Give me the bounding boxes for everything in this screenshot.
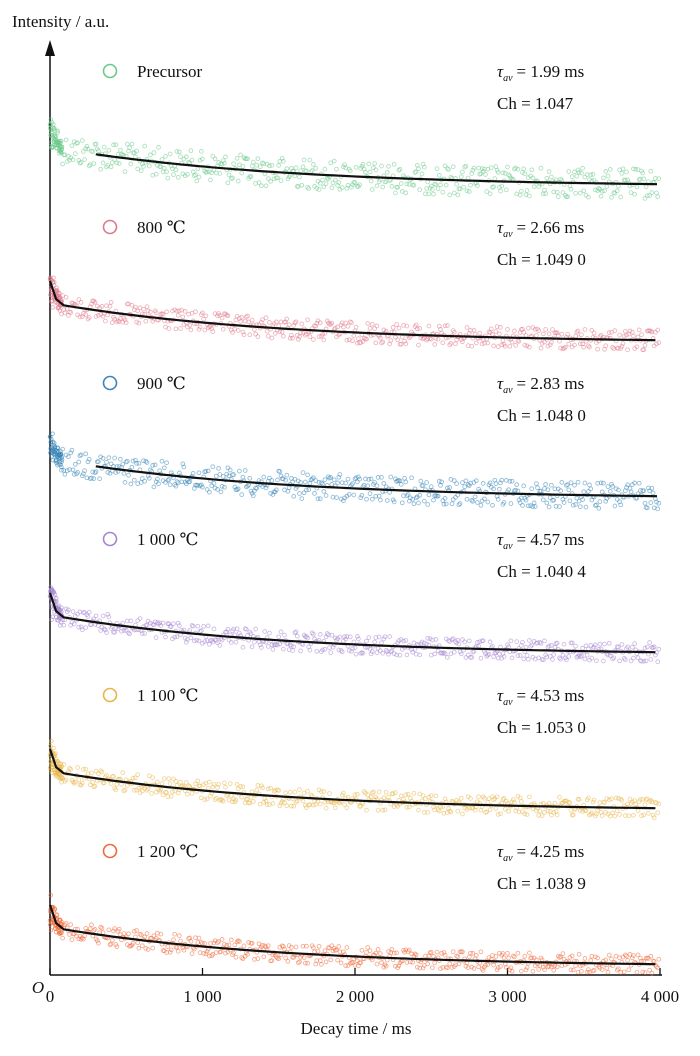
- legend-marker: [102, 531, 118, 547]
- legend-marker: [102, 687, 118, 703]
- ch-value: Ch = 1.053 0: [497, 718, 586, 737]
- series-name: 900 ℃: [137, 374, 186, 393]
- tau-value: τav = 1.99 ms: [497, 62, 584, 84]
- tau-value: τav = 4.53 ms: [497, 686, 584, 708]
- data-points: [47, 892, 662, 976]
- x-axis-label: Decay time / ms: [301, 1019, 412, 1038]
- fit-line: [48, 748, 656, 810]
- panel: 900 ℃ τav = 2.83 ms Ch = 1.048 0: [47, 374, 662, 512]
- series-name: 1 200 ℃: [137, 842, 199, 861]
- legend-marker: [102, 219, 118, 235]
- x-tick-label: 4 000: [641, 987, 679, 1006]
- tau-value: τav = 4.57 ms: [497, 530, 584, 552]
- legend-marker: [102, 843, 118, 859]
- y-axis-arrow: [45, 40, 55, 56]
- fit-line: [95, 465, 658, 498]
- ch-value: Ch = 1.040 4: [497, 562, 586, 581]
- y-axis-label: Intensity / a.u.: [12, 12, 109, 31]
- series-name: 1 100 ℃: [137, 686, 199, 705]
- x-tick-label: 2 000: [336, 987, 374, 1006]
- series-name: 1 000 ℃: [137, 530, 199, 549]
- fit-line: [48, 280, 656, 342]
- panel: 1 000 ℃ τav = 4.57 ms Ch = 1.040 4: [47, 530, 662, 665]
- series-name: 800 ℃: [137, 218, 186, 237]
- ch-value: Ch = 1.047: [497, 94, 574, 113]
- fit-line: [48, 592, 656, 654]
- data-points: [47, 275, 662, 353]
- ch-value: Ch = 1.048 0: [497, 406, 586, 425]
- fit-line: [48, 904, 656, 966]
- data-points: [47, 431, 662, 512]
- x-tick-label: 0: [46, 987, 55, 1006]
- panels: Precursor τav = 1.99 ms Ch = 1.047 800 ℃ τav =…: [47, 62, 662, 976]
- ch-value: Ch = 1.049 0: [497, 250, 586, 269]
- x-tick-label: 3 000: [488, 987, 526, 1006]
- axes: Intensity / a.u. Decay time / ms O: [12, 12, 662, 1038]
- series-name: Precursor: [137, 62, 202, 81]
- x-tick-label: 1 000: [183, 987, 221, 1006]
- tau-value: τav = 2.83 ms: [497, 374, 584, 396]
- panel: 800 ℃ τav = 2.66 ms Ch = 1.049 0: [47, 218, 662, 353]
- tau-value: τav = 2.66 ms: [497, 218, 584, 240]
- x-ticks: 0 1 000 2 000 3 000 4 000: [46, 968, 679, 1006]
- tau-value: τav = 4.25 ms: [497, 842, 584, 864]
- legend-marker: [102, 63, 118, 79]
- fit-line: [95, 153, 658, 186]
- panel: Precursor τav = 1.99 ms Ch = 1.047: [47, 62, 662, 201]
- legend-marker: [102, 375, 118, 391]
- origin-label: O: [32, 978, 44, 997]
- panel: 1 100 ℃ τav = 4.53 ms Ch = 1.053 0: [47, 686, 662, 821]
- panel: 1 200 ℃ τav = 4.25 ms Ch = 1.038 9: [47, 842, 662, 976]
- ch-value: Ch = 1.038 9: [497, 874, 586, 893]
- data-points: [47, 584, 662, 665]
- data-points: [47, 117, 662, 201]
